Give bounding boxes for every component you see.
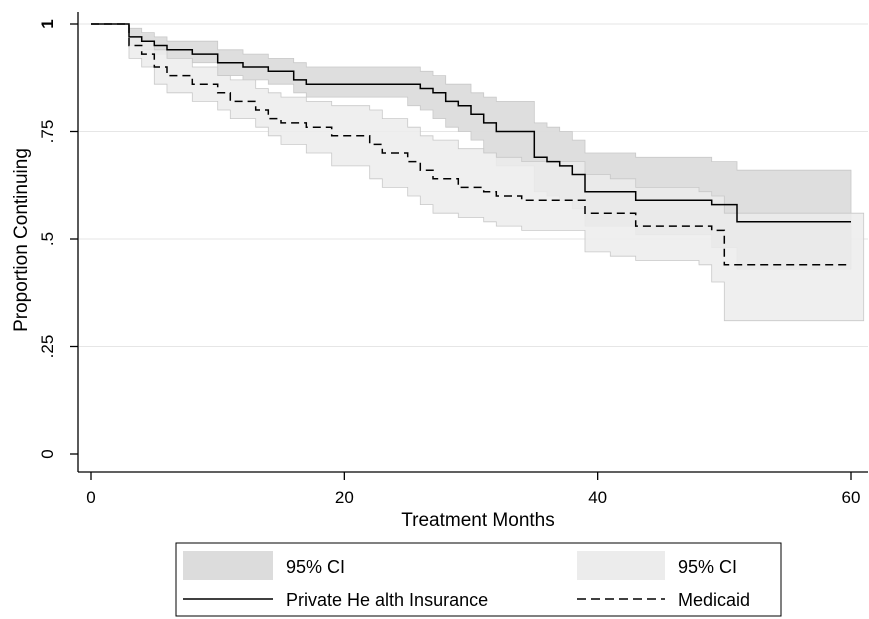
legend: 95% CI 95% CI Private He alth Insurance … (175, 542, 782, 617)
legend-label-ci-private: 95% CI (286, 557, 345, 577)
legend-swatch-ci-medicaid (577, 551, 665, 580)
series-line-medicaid (91, 23, 851, 266)
confidence-bands (91, 23, 865, 322)
series-line-private (91, 23, 851, 223)
x-axis-ticks: 0 20 40 60 (86, 472, 860, 507)
y-tick-label-1: .25 (38, 335, 57, 359)
x-tick-label-2: 40 (588, 488, 607, 507)
legend-box (175, 542, 782, 617)
x-tick-label-1: 20 (335, 488, 354, 507)
x-tick-label-0: 0 (86, 488, 95, 507)
y-tick-label-4: 1 (38, 19, 57, 28)
legend-label-ci-medicaid: 95% CI (678, 557, 737, 577)
legend-label-medicaid: Medicaid (678, 590, 750, 610)
ci-band-medicaid (91, 23, 865, 322)
x-axis-title: Treatment Months (401, 510, 554, 531)
legend-label-private: Private He alth Insurance (286, 590, 488, 610)
x-tick-label-3: 60 (842, 488, 861, 507)
legend-swatch-ci-private (183, 551, 273, 580)
y-axis-title: Proportion Continuing (11, 148, 32, 332)
survival-lines (91, 23, 851, 266)
y-tick-label-3: .75 (38, 120, 57, 144)
y-tick-label-0: 0 (38, 449, 57, 458)
y-tick-label-2: .5 (38, 232, 57, 246)
y-axis-ticks: 0 .25 .5 .75 1 (38, 19, 78, 459)
